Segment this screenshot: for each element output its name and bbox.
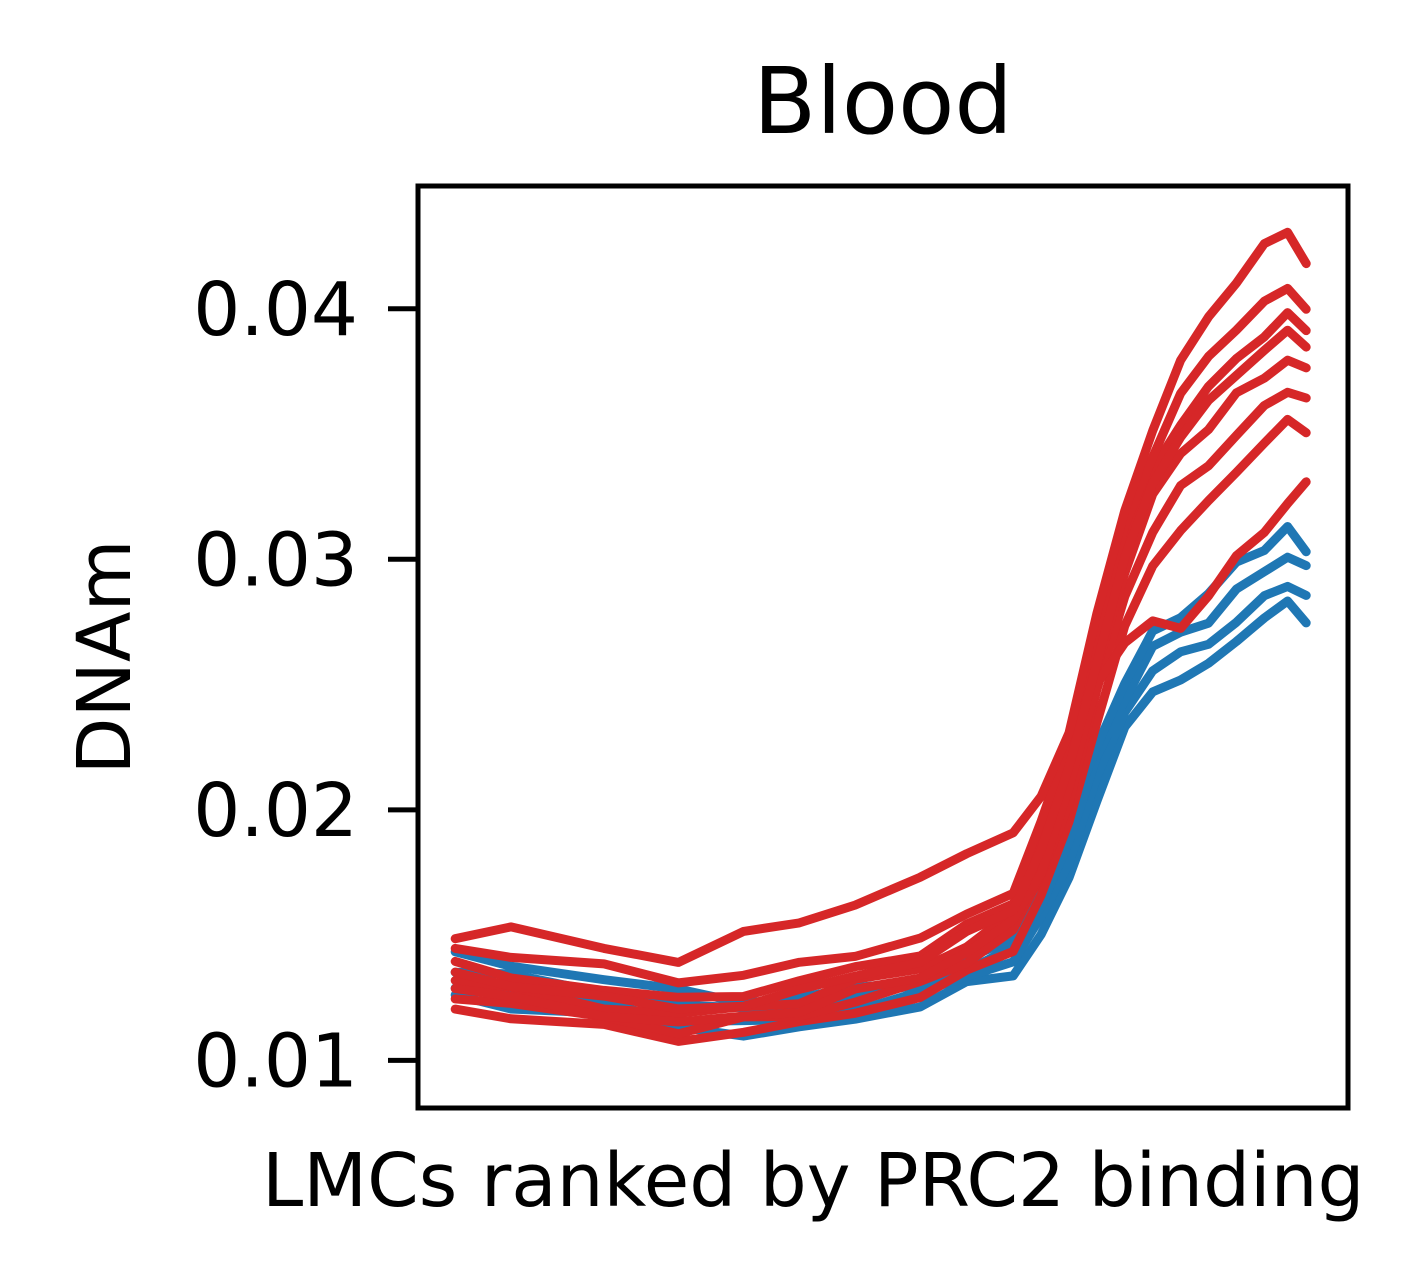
y-axis: 0.01 0.02 0.03 0.04 [193,267,418,1104]
series-line-red [450,355,1311,1018]
series-layer [450,227,1311,1046]
y-axis-label: DNAm [62,539,148,774]
series-line-red [450,227,1311,967]
y-tick-label: 0.04 [193,267,358,353]
series-line-blue [450,581,1311,1026]
plot-frame [415,183,1351,1111]
series-line-red [450,283,1311,988]
series-line-red [450,325,1311,1014]
y-tick-label: 0.02 [193,768,358,854]
series-line-red [450,387,1311,1039]
y-tick-label: 0.03 [193,517,358,603]
x-axis-label: LMCs ranked by PRC2 binding [262,1138,1364,1224]
series-line-red [450,414,1311,1046]
series-line-blue [450,522,1311,1008]
y-tick-label: 0.01 [193,1018,358,1104]
chart-title: Blood [753,48,1013,155]
series-line-red [450,477,1311,1027]
